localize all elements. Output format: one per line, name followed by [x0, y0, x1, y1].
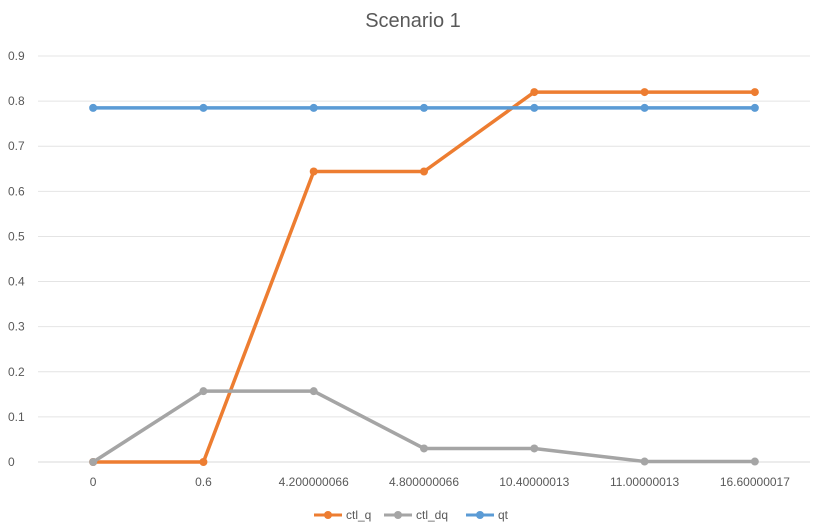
- data-point-qt: [420, 103, 428, 112]
- legend-item-ctl-q: ctl_q: [314, 508, 371, 522]
- legend-swatch-marker: [324, 511, 332, 519]
- x-tick-label: 16.60000017: [720, 475, 790, 489]
- legend-swatch-marker: [476, 511, 484, 519]
- data-point-qt: [530, 103, 539, 112]
- legend-swatch-marker: [394, 511, 402, 519]
- legend-label: ctl_q: [346, 508, 371, 522]
- legend-label: ctl_dq: [416, 508, 448, 522]
- y-tick-label: 0.1: [8, 410, 25, 424]
- data-point-qt: [199, 103, 208, 112]
- data-point-ctl-dq: [309, 387, 318, 396]
- data-point-ctl-dq: [750, 457, 759, 466]
- data-point-qt: [640, 103, 649, 112]
- legend-label: qt: [498, 508, 509, 522]
- y-tick-label: 0.9: [8, 49, 25, 63]
- series-lines: [89, 88, 759, 466]
- x-tick-label: 4.800000066: [389, 475, 459, 489]
- y-axis-ticks: 0 0.1 0.2 0.3 0.4 0.5 0.6 0.7 0.8 0.9: [8, 49, 25, 469]
- legend-item-qt: qt: [466, 508, 509, 522]
- data-point-ctl-q: [640, 88, 649, 97]
- data-point-ctl-q: [420, 167, 428, 176]
- data-point-ctl-dq: [420, 444, 428, 453]
- series-line-ctl-q: [91, 90, 757, 464]
- y-tick-label: 0.6: [8, 184, 25, 198]
- chart-title: Scenario 1: [365, 10, 461, 32]
- data-point-ctl-q: [309, 167, 318, 176]
- legend-item-ctl-dq: ctl_dq: [384, 508, 448, 522]
- data-point-ctl-dq: [199, 387, 208, 396]
- gridlines: [38, 55, 810, 463]
- data-point-ctl-dq: [530, 444, 539, 453]
- y-tick-label: 0.2: [8, 365, 25, 379]
- y-tick-label: 0.4: [8, 275, 25, 289]
- x-axis-ticks: 0 0.6 4.200000066 4.800000066 10.40000013 11.…: [90, 475, 790, 489]
- data-point-qt: [750, 103, 759, 112]
- data-point-qt: [89, 103, 98, 112]
- x-tick-label: 4.200000066: [279, 475, 349, 489]
- data-point-ctl-q: [199, 458, 208, 466]
- y-tick-label: 0: [8, 455, 15, 469]
- legend: ctl_q ctl_dq qt: [314, 508, 509, 522]
- y-tick-label: 0.8: [8, 94, 25, 108]
- data-point-ctl-q: [750, 88, 759, 97]
- x-tick-label: 10.40000013: [499, 475, 569, 489]
- x-tick-label: 0: [90, 475, 97, 489]
- x-tick-label: 0.6: [195, 475, 212, 489]
- data-point-qt: [309, 103, 318, 112]
- data-point-ctl-dq: [89, 458, 98, 466]
- data-point-ctl-q: [530, 88, 539, 97]
- data-point-ctl-dq: [640, 457, 649, 466]
- x-tick-label: 11.00000013: [610, 475, 680, 489]
- y-tick-label: 0.5: [8, 229, 25, 243]
- y-tick-label: 0.3: [8, 320, 25, 334]
- y-tick-label: 0.7: [8, 139, 25, 153]
